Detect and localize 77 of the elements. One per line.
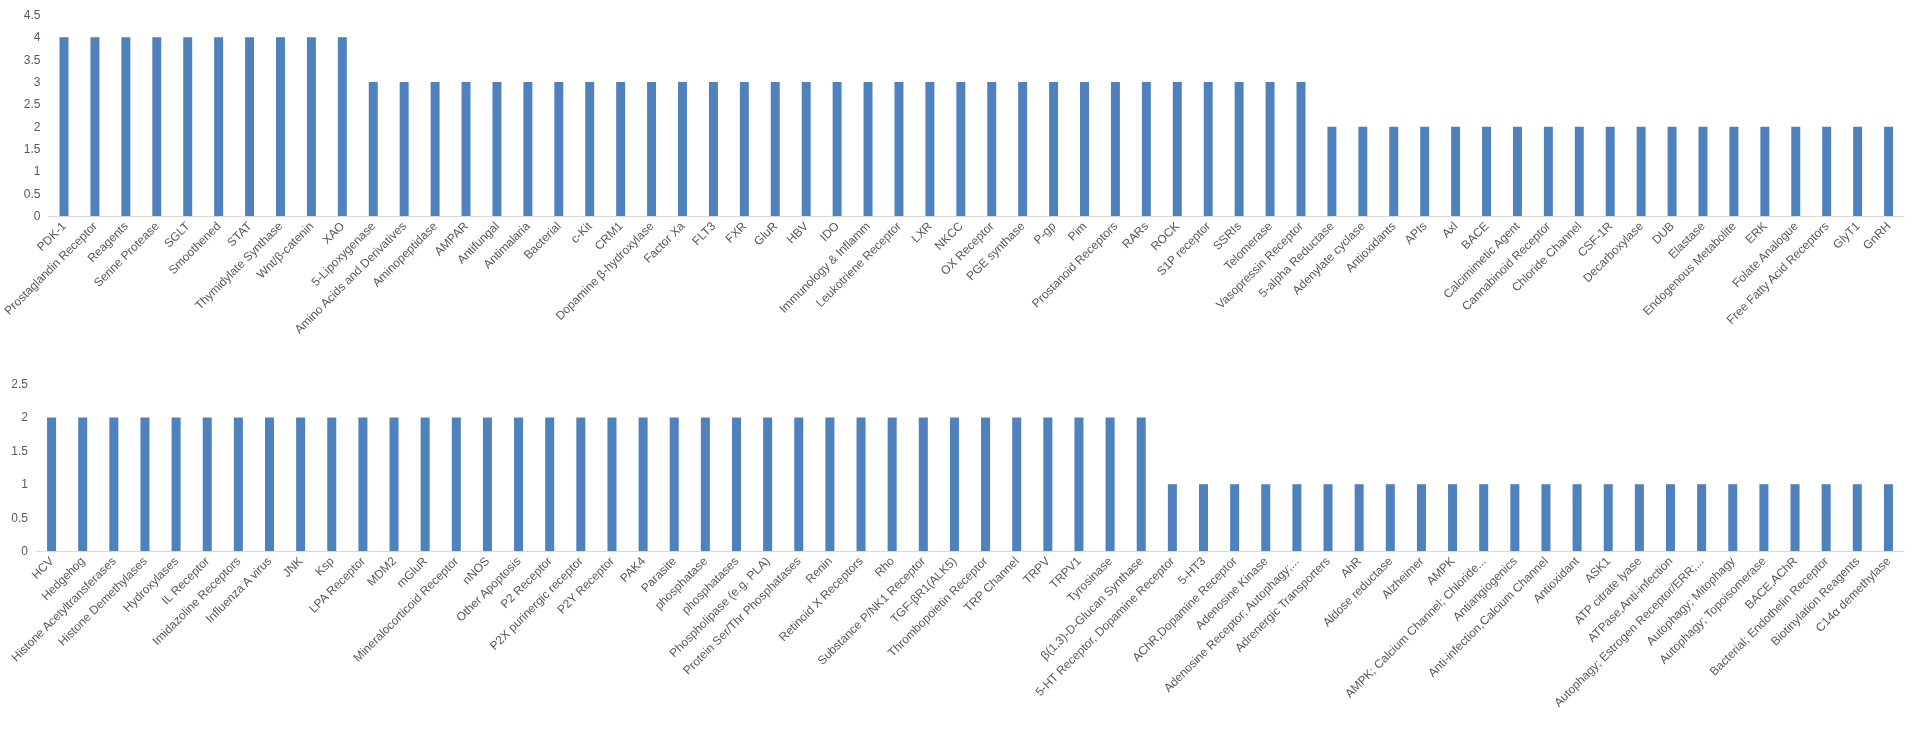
bar <box>337 37 347 216</box>
bar <box>1667 126 1677 216</box>
y-tick-label: 3.5 <box>23 52 41 67</box>
bar <box>1760 126 1770 216</box>
bar <box>399 82 409 216</box>
y-tick-label: 3 <box>33 75 41 89</box>
bar <box>1884 126 1894 216</box>
y-tick-label: 4.5 <box>23 8 41 22</box>
bar <box>1543 126 1553 216</box>
bar <box>801 82 811 216</box>
bar <box>554 82 564 216</box>
bar <box>1141 82 1151 216</box>
y-tick-label: 1 <box>21 477 29 492</box>
y-tick-label: 0 <box>21 544 29 558</box>
bar <box>492 82 502 216</box>
y-tick-label: 2.5 <box>23 97 41 112</box>
x-tick-label: JNK <box>279 554 306 580</box>
bar <box>183 37 193 216</box>
bar <box>90 37 100 216</box>
x-tick-label: Axl <box>1438 219 1461 241</box>
bar <box>647 82 657 216</box>
bar <box>1791 126 1801 216</box>
y-tick-label: 2 <box>33 119 41 134</box>
bar <box>1296 82 1306 216</box>
bar <box>152 37 162 216</box>
bar <box>1172 82 1182 216</box>
bar <box>461 82 471 216</box>
bar <box>770 82 780 216</box>
bar <box>987 82 997 216</box>
bar <box>1049 82 1059 216</box>
bar <box>832 82 842 216</box>
bar <box>245 37 255 216</box>
y-tick-label: 4 <box>33 30 41 45</box>
bar <box>306 37 316 216</box>
bar <box>894 82 904 216</box>
bar <box>1327 126 1337 216</box>
bar <box>925 82 935 216</box>
bar <box>678 82 687 216</box>
bar <box>368 82 378 216</box>
bar <box>1358 126 1368 216</box>
y-tick-label: 0.5 <box>11 510 29 525</box>
y-tick-label: 0 <box>33 209 41 223</box>
x-tick-label: IDO <box>817 219 843 245</box>
bar <box>1265 82 1275 216</box>
bar <box>1203 82 1213 216</box>
bar <box>1729 126 1739 216</box>
bar <box>1420 126 1430 216</box>
bar <box>1853 126 1863 216</box>
bar <box>1451 126 1461 216</box>
bar <box>1389 126 1399 216</box>
bar <box>1636 126 1646 216</box>
bar <box>863 82 873 216</box>
bar <box>1512 126 1522 216</box>
bar <box>523 82 533 216</box>
bar <box>276 37 285 216</box>
bar <box>121 37 131 216</box>
bar <box>585 82 595 216</box>
y-tick-label: 0.5 <box>23 186 41 201</box>
bar <box>214 37 224 216</box>
bar <box>1822 126 1832 216</box>
bar <box>1080 82 1089 216</box>
y-tick-label: 2.5 <box>11 377 29 391</box>
bar <box>1605 126 1615 216</box>
y-tick-label: 1.5 <box>23 142 41 156</box>
bar <box>616 82 626 216</box>
bar <box>1574 126 1584 216</box>
bar <box>739 82 749 216</box>
bar <box>956 82 966 216</box>
y-tick-label: 1 <box>33 164 41 179</box>
bar <box>1234 82 1244 216</box>
y-tick-label: 1.5 <box>11 443 29 458</box>
bar <box>1482 126 1492 216</box>
y-tick-label: 2 <box>21 410 29 425</box>
bar <box>708 82 718 216</box>
bar <box>1018 82 1028 216</box>
bar <box>1110 82 1120 216</box>
bar <box>430 82 440 216</box>
